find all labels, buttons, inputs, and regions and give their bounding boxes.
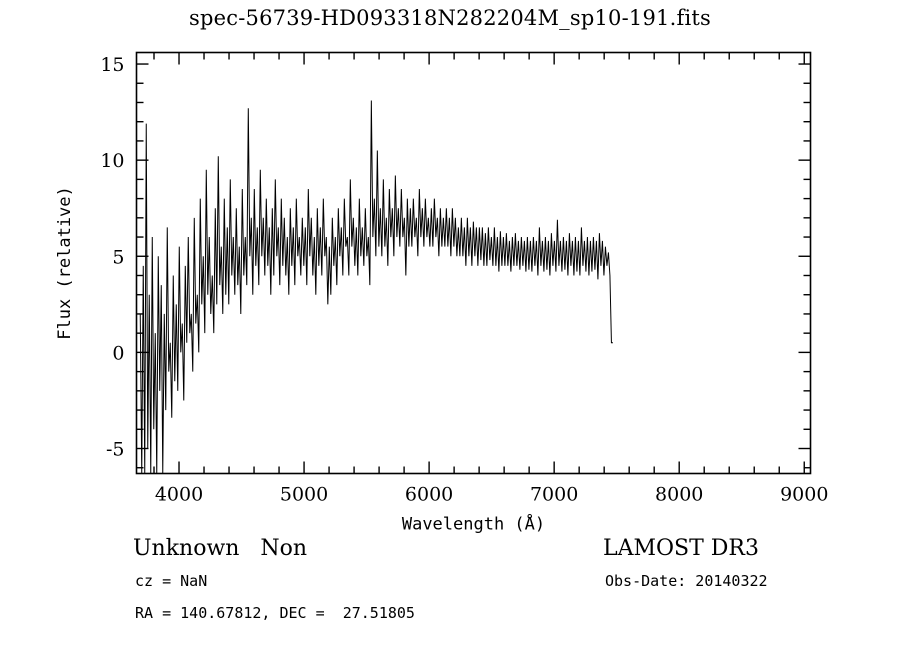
coordinates-label: RA = 140.67812, DEC = 27.51805 [135,604,415,622]
x-axis-tick-label: 8000 [655,484,703,506]
x-axis-tick-label: 7000 [530,484,578,506]
x-axis-tick-label: 5000 [280,484,328,506]
object-class-label: Unknown Non [133,536,308,561]
survey-label: LAMOST DR3 [603,536,759,561]
y-axis-tick-label: 15 [100,54,124,76]
x-axis-tick-label: 9000 [780,484,828,506]
x-axis-tick-label: 6000 [405,484,453,506]
obs-date-label: Obs-Date: 20140322 [605,572,768,590]
plot-frame [135,51,812,475]
y-axis-title: Flux (relative) [55,186,75,340]
x-axis-tick-label: 4000 [155,484,203,506]
y-axis-tick-label: 0 [112,342,124,364]
spectrum-trace [139,100,613,474]
y-axis-tick-label: 10 [100,150,124,172]
y-axis-tick-label: -5 [106,439,125,461]
page-title: spec-56739-HD093318N282204M_sp10-191.fit… [189,6,711,30]
x-axis-title: Wavelength (Å) [402,513,545,535]
cz-value-label: cz = NaN [135,572,208,590]
y-axis-tick-label: 5 [112,246,124,268]
